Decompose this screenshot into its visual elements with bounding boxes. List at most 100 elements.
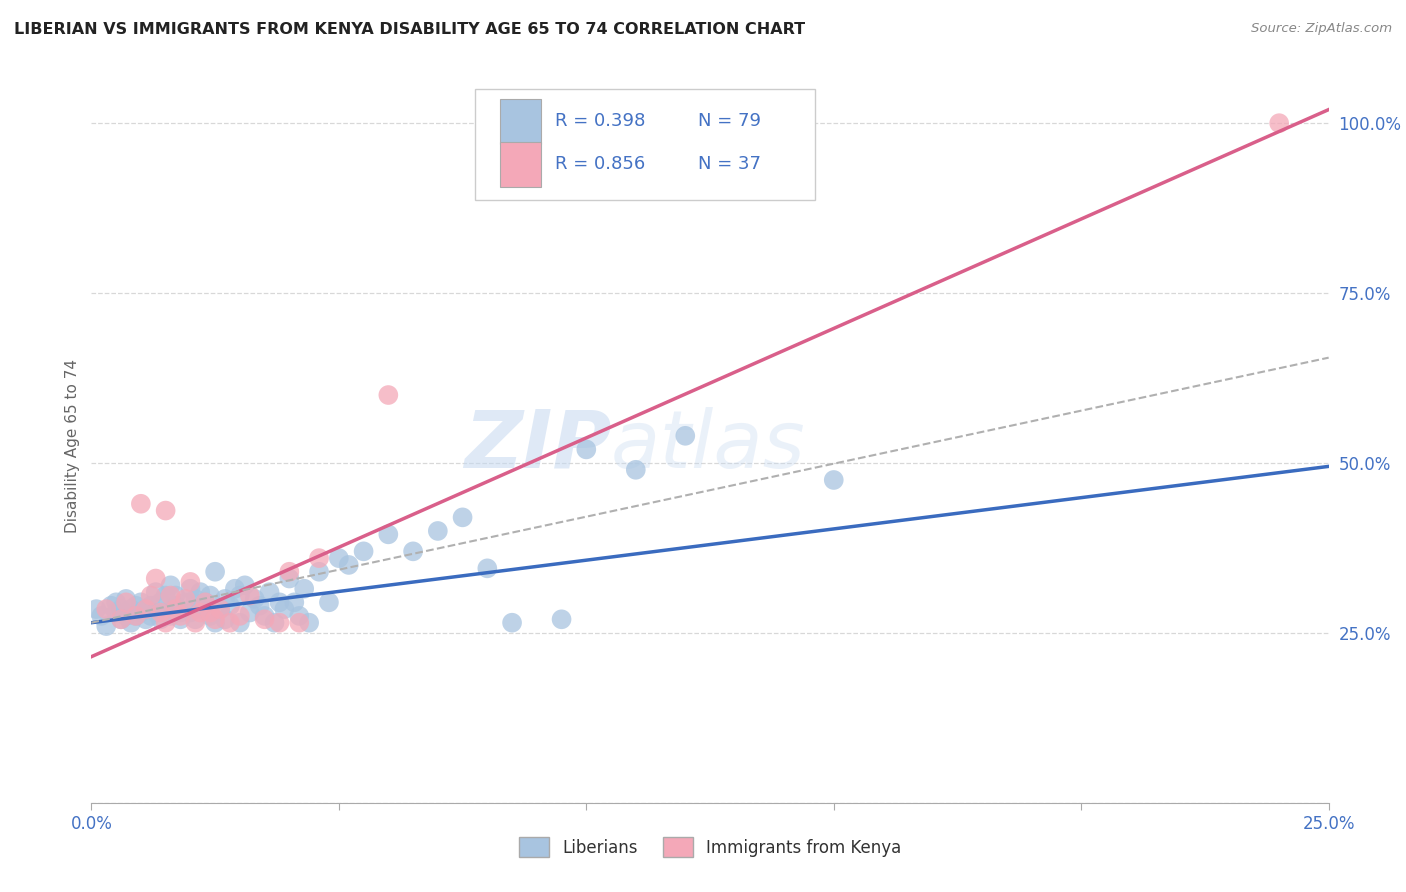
Point: [253, 612, 276, 626]
Point: [110, 612, 132, 626]
Legend: Liberians, Immigrants from Kenya: Liberians, Immigrants from Kenya: [510, 829, 910, 866]
Point: [155, 615, 177, 630]
Point: [224, 582, 246, 596]
Point: [86, 602, 108, 616]
Point: [194, 595, 217, 609]
Point: [278, 565, 301, 579]
Point: [159, 608, 181, 623]
Point: [184, 612, 207, 626]
Point: [550, 612, 572, 626]
Text: R = 0.398: R = 0.398: [555, 112, 645, 130]
Point: [219, 615, 242, 630]
Point: [125, 608, 148, 623]
Point: [96, 619, 118, 633]
Point: [145, 572, 167, 586]
Point: [174, 595, 197, 609]
Point: [209, 602, 232, 616]
Point: [149, 612, 172, 626]
Point: [115, 591, 138, 606]
Point: [188, 585, 211, 599]
Point: [451, 510, 474, 524]
Point: [253, 608, 276, 623]
FancyBboxPatch shape: [475, 89, 815, 200]
Text: R = 0.856: R = 0.856: [555, 155, 645, 173]
Point: [624, 463, 647, 477]
Point: [125, 608, 148, 623]
Point: [90, 608, 112, 623]
Point: [204, 615, 226, 630]
Point: [239, 606, 262, 620]
Point: [575, 442, 598, 457]
Point: [169, 608, 191, 623]
Point: [259, 585, 281, 599]
Point: [229, 589, 252, 603]
Point: [125, 599, 148, 613]
Point: [155, 606, 177, 620]
Point: [135, 602, 157, 616]
Point: [159, 578, 181, 592]
Point: [155, 589, 177, 603]
Point: [110, 612, 132, 626]
Point: [288, 608, 311, 623]
Point: [139, 608, 162, 623]
Point: [145, 585, 167, 599]
Point: [139, 589, 162, 603]
Point: [120, 615, 142, 630]
Point: [198, 608, 221, 623]
Point: [278, 572, 301, 586]
Point: [159, 589, 181, 603]
Point: [184, 591, 207, 606]
Point: [165, 589, 187, 603]
Point: [135, 602, 157, 616]
Point: [135, 612, 157, 626]
Point: [229, 615, 252, 630]
Point: [269, 595, 291, 609]
Point: [263, 615, 285, 630]
Point: [318, 595, 340, 609]
Point: [184, 615, 207, 630]
Point: [249, 599, 271, 613]
Point: [194, 595, 217, 609]
Point: [233, 578, 256, 592]
Point: [209, 602, 232, 616]
Point: [120, 602, 142, 616]
Point: [105, 595, 128, 609]
Point: [129, 497, 152, 511]
Point: [288, 615, 311, 630]
Point: [292, 582, 315, 596]
Point: [308, 551, 330, 566]
Point: [179, 574, 201, 589]
Point: [673, 429, 696, 443]
Y-axis label: Disability Age 65 to 74: Disability Age 65 to 74: [65, 359, 80, 533]
Point: [198, 589, 221, 603]
Point: [100, 599, 122, 613]
Point: [198, 606, 221, 620]
Bar: [499, 99, 540, 144]
Point: [426, 524, 449, 538]
Point: [204, 612, 226, 626]
Point: [377, 527, 399, 541]
Point: [298, 615, 321, 630]
Text: atlas: atlas: [612, 407, 806, 485]
Point: [243, 591, 266, 606]
Point: [165, 602, 187, 616]
Point: [377, 388, 399, 402]
Point: [1268, 116, 1291, 130]
Point: [477, 561, 499, 575]
Point: [149, 606, 172, 620]
Point: [179, 606, 201, 620]
Point: [169, 612, 191, 626]
Point: [96, 602, 118, 616]
Point: [188, 602, 211, 616]
Text: LIBERIAN VS IMMIGRANTS FROM KENYA DISABILITY AGE 65 TO 74 CORRELATION CHART: LIBERIAN VS IMMIGRANTS FROM KENYA DISABI…: [14, 22, 806, 37]
Text: Source: ZipAtlas.com: Source: ZipAtlas.com: [1251, 22, 1392, 36]
Point: [204, 565, 226, 579]
Point: [823, 473, 845, 487]
Point: [115, 608, 138, 623]
Point: [269, 615, 291, 630]
Point: [149, 595, 172, 609]
Point: [239, 589, 262, 603]
Point: [129, 595, 152, 609]
Point: [145, 606, 167, 620]
Point: [214, 591, 236, 606]
